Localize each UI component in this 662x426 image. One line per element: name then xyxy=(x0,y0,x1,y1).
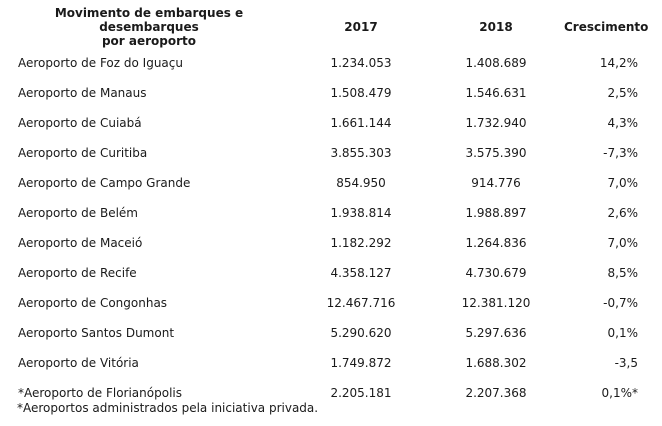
value-2017-cell: 854.950 xyxy=(336,176,386,190)
header-airport: Movimento de embarques e desembarques po… xyxy=(10,6,294,48)
airport-name-cell: Aeroporto Santos Dumont xyxy=(18,326,175,340)
table-row: Aeroporto de Congonhas 12.467.716 12.381.1… xyxy=(10,288,658,318)
value-2018-cell: 1.264.836 xyxy=(465,236,527,250)
growth-cell: -3,5 xyxy=(614,356,638,370)
header-airport-line2: por aeroporto xyxy=(101,34,197,48)
growth-cell: 7,0% xyxy=(607,236,639,250)
value-2018-cell: 12.381.120 xyxy=(461,296,531,310)
value-2018-cell: 3.575.390 xyxy=(465,146,527,160)
value-2017-cell: 1.508.479 xyxy=(330,86,392,100)
airport-name-cell: *Aeroporto de Florianópolis xyxy=(18,386,182,400)
table-row: Aeroporto de Maceió 1.182.292 1.264.836 7,0… xyxy=(10,228,658,258)
growth-cell: 8,5% xyxy=(607,266,639,280)
table-row: Aeroporto de Curitiba 3.855.303 3.575.390 -… xyxy=(10,138,658,168)
value-2017-cell: 4.358.127 xyxy=(330,266,392,280)
value-2017-cell: 2.205.181 xyxy=(330,386,392,400)
airport-traffic-table: Movimento de embarques e desembarques po… xyxy=(10,6,658,408)
value-2018-cell: 1.732.940 xyxy=(465,116,527,130)
airport-name-cell: Aeroporto de Vitória xyxy=(18,356,139,370)
table-row: Aeroporto de Cuiabá 1.661.144 1.732.940 4,3… xyxy=(10,108,658,138)
airport-name-cell: Aeroporto de Curitiba xyxy=(18,146,148,160)
value-2017-cell: 1.749.872 xyxy=(330,356,392,370)
growth-cell: 2,5% xyxy=(607,86,639,100)
table-row: Aeroporto de Recife 4.358.127 4.730.679 8,5… xyxy=(10,258,658,288)
value-2017-cell: 1.182.292 xyxy=(330,236,392,250)
growth-cell: 14,2% xyxy=(599,56,638,70)
airport-name-cell: Aeroporto de Maceió xyxy=(18,236,143,250)
value-2018-cell: 914.776 xyxy=(471,176,521,190)
footnote: *Aeroportos administrados pela iniciativ… xyxy=(17,401,319,415)
airport-name-cell: Aeroporto de Recife xyxy=(18,266,137,280)
header-year-2017: 2017 xyxy=(344,20,378,34)
header-airport-line1: Movimento de embarques e desembarques xyxy=(54,6,244,34)
value-2017-cell: 3.855.303 xyxy=(330,146,392,160)
airport-name-cell: Aeroporto de Cuiabá xyxy=(18,116,142,130)
value-2018-cell: 2.207.368 xyxy=(465,386,527,400)
value-2017-cell: 1.661.144 xyxy=(330,116,392,130)
value-2018-cell: 4.730.679 xyxy=(465,266,527,280)
table-row: Aeroporto de Manaus 1.508.479 1.546.631 2,5… xyxy=(10,78,658,108)
growth-cell: 7,0% xyxy=(607,176,639,190)
growth-cell: 0,1% xyxy=(607,326,639,340)
growth-cell: -0,7% xyxy=(603,296,638,310)
growth-cell: 4,3% xyxy=(607,116,639,130)
value-2018-cell: 1.546.631 xyxy=(465,86,527,100)
table-row: Aeroporto de Foz do Iguaçu 1.234.053 1.408… xyxy=(10,48,658,78)
growth-cell: 0,1%* xyxy=(601,386,639,400)
header-row: Movimento de embarques e desembarques po… xyxy=(10,6,658,48)
growth-cell: 2,6% xyxy=(607,206,639,220)
value-2018-cell: 1.408.689 xyxy=(465,56,527,70)
value-2018-cell: 5.297.636 xyxy=(465,326,527,340)
value-2018-cell: 1.988.897 xyxy=(465,206,527,220)
table-body: Aeroporto de Foz do Iguaçu 1.234.053 1.408… xyxy=(10,48,658,408)
table-row: Aeroporto de Belém 1.938.814 1.988.897 2,6% xyxy=(10,198,658,228)
header-year-2018: 2018 xyxy=(479,20,513,34)
table-row: *Aeroporto de Florianópolis 2.205.181 2.20… xyxy=(10,378,658,408)
value-2017-cell: 1.938.814 xyxy=(330,206,392,220)
value-2017-cell: 5.290.620 xyxy=(330,326,392,340)
header-growth: Crescimento xyxy=(564,20,649,34)
table-row: Aeroporto de Vitória 1.749.872 1.688.302 -3… xyxy=(10,348,658,378)
value-2017-cell: 1.234.053 xyxy=(330,56,392,70)
value-2017-cell: 12.467.716 xyxy=(326,296,396,310)
airport-name-cell: Aeroporto de Congonhas xyxy=(18,296,168,310)
airport-name-cell: Aeroporto de Campo Grande xyxy=(18,176,191,190)
airport-name-cell: Aeroporto de Belém xyxy=(18,206,138,220)
airport-name-cell: Aeroporto de Foz do Iguaçu xyxy=(18,56,183,70)
table-row: Aeroporto Santos Dumont 5.290.620 5.297.63… xyxy=(10,318,658,348)
table-row: Aeroporto de Campo Grande 854.950 914.776 7… xyxy=(10,168,658,198)
table-header: Movimento de embarques e desembarques po… xyxy=(10,6,658,48)
growth-cell: -7,3% xyxy=(603,146,638,160)
airport-name-cell: Aeroporto de Manaus xyxy=(18,86,147,100)
value-2018-cell: 1.688.302 xyxy=(465,356,527,370)
